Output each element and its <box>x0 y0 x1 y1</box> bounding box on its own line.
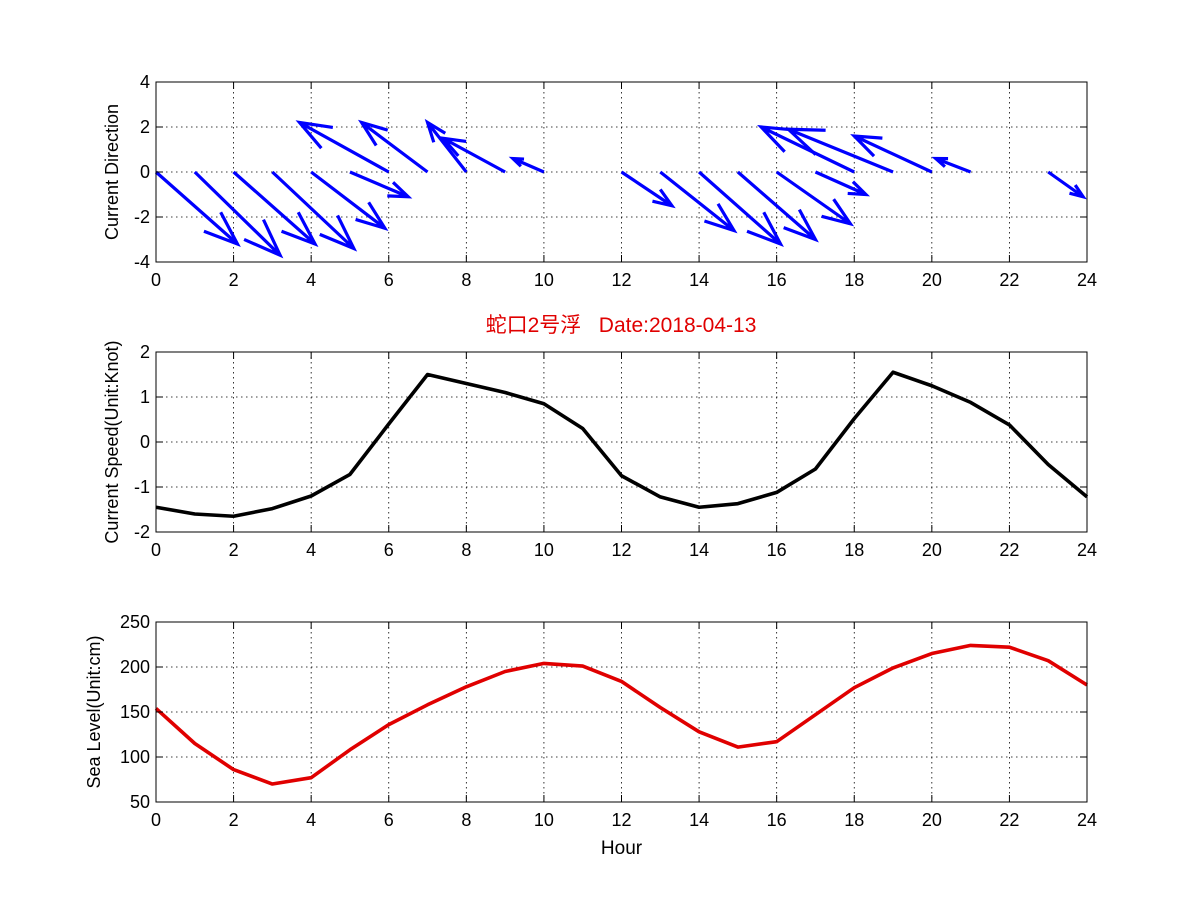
y-tick-label: 2 <box>140 342 150 362</box>
x-tick-label: 14 <box>689 270 709 290</box>
x-tick-label: 20 <box>922 540 942 560</box>
x-tick-label: 12 <box>611 540 631 560</box>
direction-arrow <box>508 156 545 174</box>
x-tick-label: 16 <box>767 810 787 830</box>
direction-arrow <box>784 127 894 174</box>
direction-arrow <box>154 170 241 248</box>
x-tick-label: 2 <box>229 270 239 290</box>
y-tick-label: 250 <box>120 612 150 632</box>
x-tick-label: 22 <box>999 540 1019 560</box>
x-tick-label: 0 <box>151 270 161 290</box>
y-tick-label: 0 <box>140 432 150 452</box>
direction-arrow <box>814 170 871 197</box>
x-tick-label: 14 <box>689 810 709 830</box>
y-tick-label: -2 <box>134 207 150 227</box>
y-tick-label: 100 <box>120 747 150 767</box>
x-tick-label: 12 <box>611 810 631 830</box>
x-tick-label: 18 <box>844 270 864 290</box>
x-tick-label: 8 <box>461 540 471 560</box>
x-tick-label: 12 <box>611 270 631 290</box>
quiver-arrows <box>154 118 1087 259</box>
x-tick-label: 8 <box>461 270 471 290</box>
x-tick-label: 24 <box>1077 270 1097 290</box>
direction-arrow <box>698 170 784 248</box>
y-tick-label: -2 <box>134 522 150 542</box>
direction-arrow <box>775 170 855 227</box>
y-tick-label: 50 <box>130 792 150 812</box>
direction-arrow <box>850 134 933 174</box>
x-tick-label: 22 <box>999 810 1019 830</box>
x-tick-label: 10 <box>534 540 554 560</box>
direction-arrow <box>620 170 676 209</box>
x-axis-label: Hour <box>601 838 643 859</box>
x-tick-label: 2 <box>229 540 239 560</box>
x-tick-label: 6 <box>384 540 394 560</box>
y-axis-label: Current Speed(Unit:Knot) <box>102 340 122 543</box>
direction-arrow <box>349 170 413 199</box>
y-tick-label: 1 <box>140 387 150 407</box>
direction-arrow <box>232 170 319 248</box>
direction-arrow <box>310 170 389 232</box>
y-tick-label: 2 <box>140 117 150 137</box>
x-tick-label: 20 <box>922 270 942 290</box>
direction-arrow <box>357 119 429 174</box>
direction-arrow <box>295 120 390 174</box>
y-tick-label: -4 <box>134 252 150 272</box>
x-tick-label: 22 <box>999 270 1019 290</box>
x-tick-label: 24 <box>1077 810 1097 830</box>
x-tick-label: 16 <box>767 270 787 290</box>
x-tick-label: 18 <box>844 810 864 830</box>
direction-arrow <box>424 118 468 173</box>
series-line <box>154 643 1088 786</box>
x-tick-label: 6 <box>384 810 394 830</box>
x-tick-label: 16 <box>767 540 787 560</box>
direction-arrow <box>193 170 284 259</box>
x-tick-label: 24 <box>1077 540 1097 560</box>
x-tick-label: 10 <box>534 810 554 830</box>
figure-title: 蛇口2号浮 Date:2018-04-13 <box>486 314 757 337</box>
direction-arrow <box>271 170 358 252</box>
x-tick-label: 14 <box>689 540 709 560</box>
x-tick-label: 0 <box>151 540 161 560</box>
x-tick-label: 4 <box>306 810 316 830</box>
y-tick-label: 200 <box>120 657 150 677</box>
direction-arrow <box>736 170 819 243</box>
direction-arrow <box>757 125 855 174</box>
y-tick-label: -1 <box>134 477 150 497</box>
x-tick-label: 4 <box>306 540 316 560</box>
y-axis-label: Sea Level(Unit:cm) <box>84 635 104 788</box>
direction-arrow <box>1047 170 1087 200</box>
x-tick-label: 20 <box>922 810 942 830</box>
y-tick-label: 150 <box>120 702 150 722</box>
x-tick-label: 2 <box>229 810 239 830</box>
x-tick-label: 8 <box>461 810 471 830</box>
series-line <box>155 370 1089 519</box>
direction-arrow <box>439 136 506 174</box>
x-tick-label: 0 <box>151 810 161 830</box>
x-tick-label: 10 <box>534 270 554 290</box>
y-tick-label: 4 <box>140 72 150 92</box>
x-tick-label: 6 <box>384 270 394 290</box>
x-tick-label: 4 <box>306 270 316 290</box>
y-axis-label: Current Direction <box>102 104 122 240</box>
y-tick-label: 0 <box>140 162 150 182</box>
direction-arrow <box>931 156 972 174</box>
direction-arrow <box>659 170 738 234</box>
x-tick-label: 18 <box>844 540 864 560</box>
